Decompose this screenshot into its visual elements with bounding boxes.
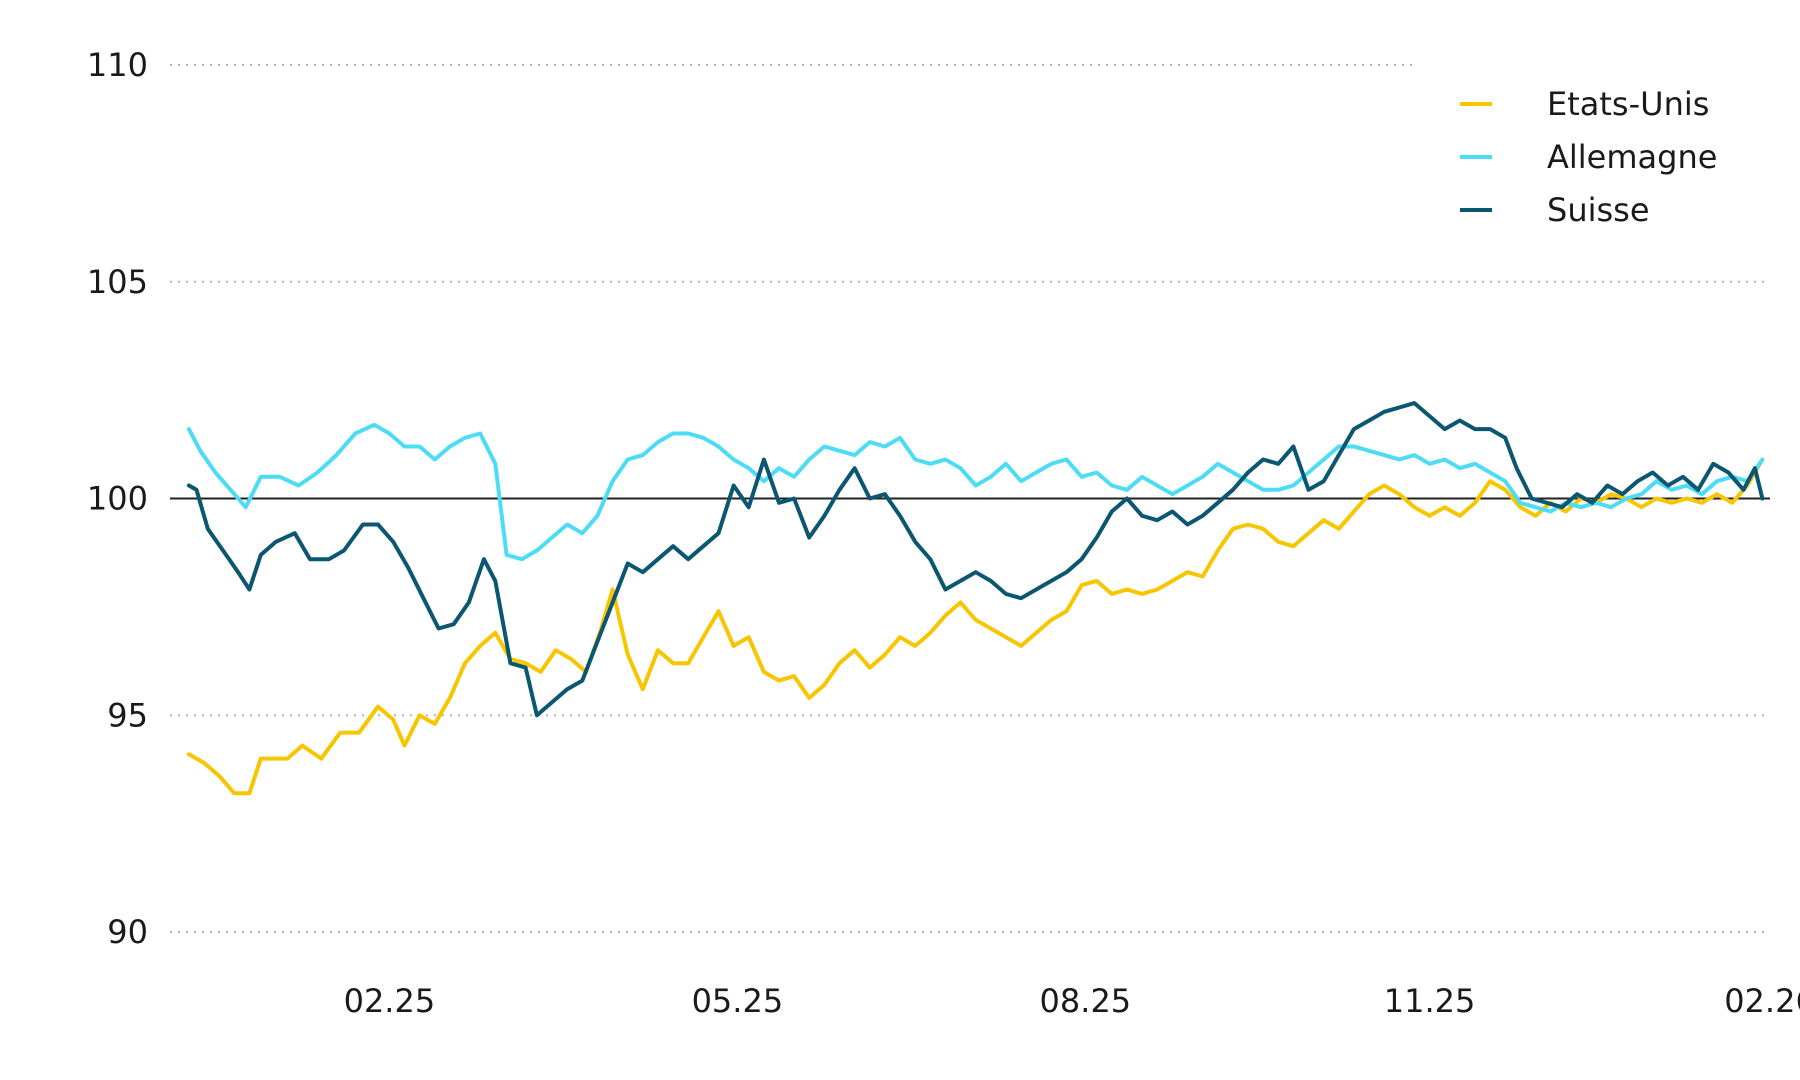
y-tick-label: 105 [87,263,148,301]
series-line-etats-unis [186,457,1765,796]
y-axis-ticks: 90 95 100 105 110 [87,46,148,951]
legend-item: Allemagne [1460,138,1717,176]
legend-label: Etats-Unis [1547,85,1709,123]
series-line-allemagne [186,422,1765,562]
x-tick-label: 05.25 [692,982,784,1020]
legend: Etats-Unis Allemagne Suisse [1460,85,1717,229]
y-tick-label: 100 [87,480,148,518]
y-tick-label: 110 [87,46,148,84]
x-tick-label: 02.25 [344,982,436,1020]
series-line-suisse [186,401,1765,718]
x-axis-ticks: 02.25 05.25 08.25 11.25 02.26 [344,982,1800,1020]
legend-label: Allemagne [1547,138,1717,176]
x-tick-label: 11.25 [1384,982,1476,1020]
y-tick-label: 95 [107,696,148,734]
x-tick-label: 02.26 [1724,982,1800,1020]
gridlines [170,64,1770,933]
legend-item: Etats-Unis [1460,85,1709,123]
series-lines [186,401,1765,796]
x-tick-label: 08.25 [1040,982,1132,1020]
legend-item: Suisse [1460,191,1650,229]
y-tick-label: 90 [107,913,148,951]
legend-label: Suisse [1547,191,1650,229]
